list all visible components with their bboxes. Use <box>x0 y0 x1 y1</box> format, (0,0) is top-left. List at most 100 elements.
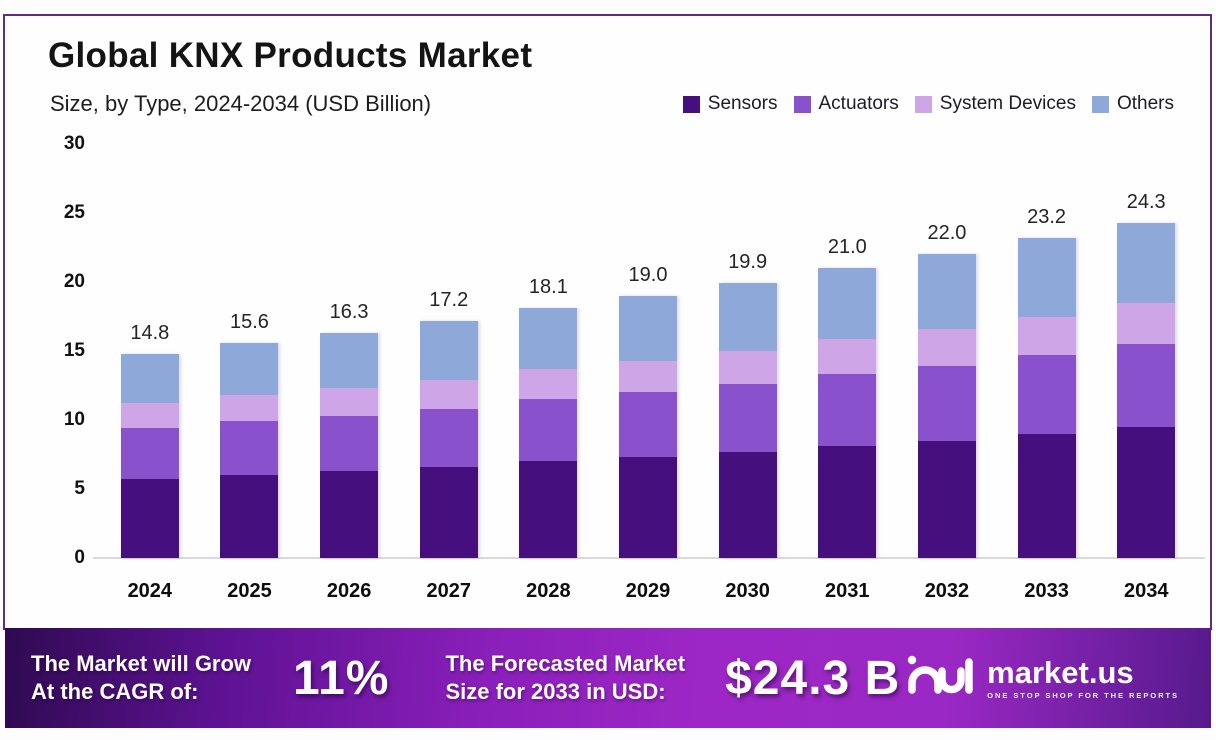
bar-stack <box>718 283 777 558</box>
bar-segment-sensors <box>619 457 678 558</box>
legend-swatch-icon <box>914 95 932 113</box>
legend-swatch-icon <box>682 95 700 113</box>
x-axis-label-2028: 2028 <box>526 580 571 602</box>
bar-total-label: 22.0 <box>927 222 967 245</box>
bar-column-2026: 16.3 <box>299 144 399 558</box>
bar-segment-others <box>718 283 777 352</box>
x-axis-label-2032: 2032 <box>924 580 970 602</box>
bar-segment-sensors <box>220 475 279 558</box>
forecast-label-line2: Size for 2033 in USD: <box>445 679 666 704</box>
brand-tagline: ONE STOP SHOP FOR THE REPORTS <box>987 690 1179 700</box>
bar-segment-system-devices <box>120 403 179 429</box>
bar-segment-actuators <box>519 399 578 462</box>
bar-segment-sensors <box>818 446 877 558</box>
bar-segment-actuators <box>419 408 478 467</box>
x-axis-label-2033: 2033 <box>1024 580 1069 602</box>
bar-column-2030: 19.9 <box>698 144 798 558</box>
y-axis-tick-label: 10 <box>63 409 85 430</box>
bar-total-label: 19.0 <box>628 263 668 286</box>
bar-column-2029: 19.0 <box>598 144 698 558</box>
bar-stack <box>419 320 478 558</box>
page-subtitle: Size, by Type, 2024-2034 (USD Billion) <box>50 91 432 116</box>
bar-column-2024: 14.8 <box>100 144 200 558</box>
bar-segment-sensors <box>1017 433 1076 558</box>
x-axis-labels: 2024 2025 2026 2027 2028 2029 2030 2031 2032 2033… <box>100 580 1196 603</box>
cagr-label: The Market will Grow At the CAGR of: <box>31 650 251 706</box>
y-axis-tick-label: 0 <box>74 547 85 568</box>
x-axis-label-2026: 2026 <box>326 580 372 602</box>
legend-swatch-icon <box>793 95 811 113</box>
brand-name: market.us <box>987 654 1134 690</box>
cagr-label-line1: The Market will Grow <box>31 651 252 677</box>
cagr-label-line2: At the CAGR of: <box>31 679 199 704</box>
bar-segment-actuators <box>718 384 777 452</box>
bar-stack <box>1017 237 1076 558</box>
bar-total-label: 24.3 <box>1126 190 1166 213</box>
bar-total-label: 16.3 <box>329 301 369 324</box>
bar-total-label: 19.9 <box>728 251 768 274</box>
footer-banner: The Market will Grow At the CAGR of: 11%… <box>5 628 1211 728</box>
bar-column-2034: 24.3 <box>1096 144 1196 558</box>
bar-total-label: 17.2 <box>429 288 469 311</box>
bar-stack <box>619 295 678 558</box>
bar-segment-others <box>519 308 578 369</box>
legend-label: Sensors <box>707 93 778 114</box>
bar-segment-system-devices <box>1017 316 1076 356</box>
bar-stack <box>818 268 877 558</box>
bar-column-2033: 23.2 <box>997 144 1097 558</box>
legend-label: System Devices <box>939 93 1076 114</box>
bar-segment-others <box>917 254 976 329</box>
bar-segment-system-devices <box>519 368 578 400</box>
bar-stack <box>320 333 379 558</box>
bar-segment-others <box>419 320 478 380</box>
bar-segment-system-devices <box>917 328 976 367</box>
bar-segment-system-devices <box>419 380 478 409</box>
bar-total-label: 14.8 <box>130 321 170 344</box>
forecast-label-line1: The Forecasted Market <box>445 651 686 677</box>
bar-segment-others <box>220 342 279 396</box>
bar-segment-others <box>619 295 678 361</box>
x-axis-label-2034: 2034 <box>1123 580 1169 602</box>
market-us-logo-icon <box>905 650 975 707</box>
bar-segment-others <box>320 333 379 389</box>
bar-segment-others <box>1117 222 1176 303</box>
chart-legend: Sensors Actuators System Devices Others <box>682 93 1174 115</box>
legend-item-actuators: Actuators <box>793 93 899 115</box>
bar-segment-others <box>1017 237 1076 317</box>
bar-segment-actuators <box>120 428 179 480</box>
bar-segment-sensors <box>120 479 179 558</box>
y-axis-tick-label: 30 <box>63 133 85 154</box>
y-axis-tick-label: 25 <box>63 202 85 223</box>
plot-area: 14.8 15.6 16.3 17.2 18.1 19.0 19.9 21.0 22.0 23.2… <box>100 144 1196 558</box>
legend-label: Others <box>1116 93 1174 114</box>
bar-segment-sensors <box>917 440 976 558</box>
x-axis-label-2031: 2031 <box>825 580 870 602</box>
bar-column-2028: 18.1 <box>499 144 599 558</box>
bar-segment-actuators <box>917 366 976 441</box>
bar-segment-others <box>818 268 877 339</box>
bar-segment-sensors <box>320 471 379 558</box>
bar-segment-actuators <box>320 415 379 472</box>
bar-segment-system-devices <box>619 360 678 393</box>
bar-stack <box>917 254 976 558</box>
x-axis-label-2027: 2027 <box>426 580 471 602</box>
x-axis-label-2024: 2024 <box>127 580 173 602</box>
y-axis-tick-label: 5 <box>74 478 85 499</box>
y-axis: 0 5 10 15 20 25 30 <box>30 133 85 568</box>
bar-segment-actuators <box>818 374 877 447</box>
bar-segment-system-devices <box>718 351 777 385</box>
bar-segment-sensors <box>419 466 478 558</box>
bar-column-2027: 17.2 <box>399 144 499 558</box>
legend-swatch-icon <box>1091 95 1109 113</box>
bar-segment-actuators <box>619 392 678 458</box>
bar-segment-system-devices <box>320 388 379 416</box>
forecast-value: $24.3 B <box>725 651 901 705</box>
bar-total-label: 15.6 <box>229 310 269 333</box>
brand-lockup: market.us ONE STOP SHOP FOR THE REPORTS <box>905 650 1185 707</box>
x-axis-line <box>93 557 1205 559</box>
y-axis-tick-label: 15 <box>63 340 85 361</box>
bar-stack <box>220 342 279 558</box>
x-axis-label-2029: 2029 <box>625 580 671 602</box>
legend-item-others: Others <box>1091 93 1174 115</box>
